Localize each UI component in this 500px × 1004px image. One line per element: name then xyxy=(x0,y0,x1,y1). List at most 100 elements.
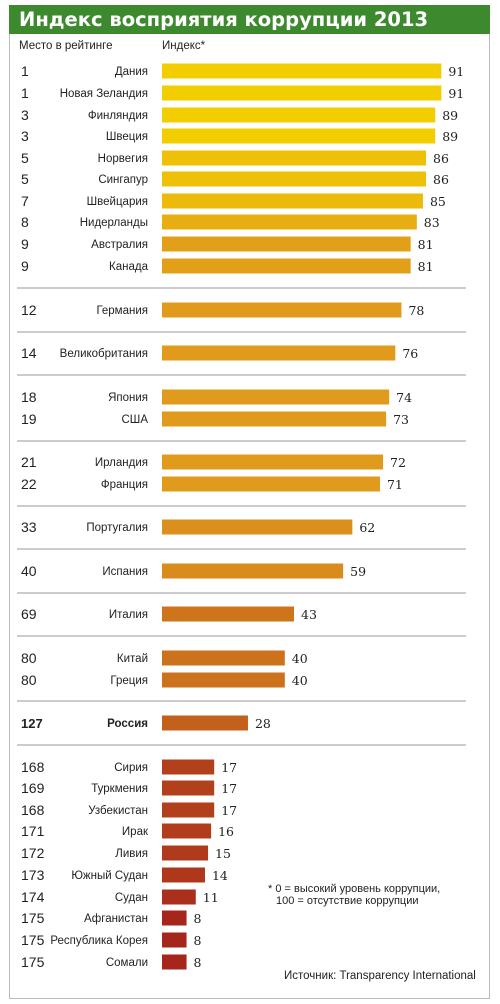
value-label: 15 xyxy=(215,846,231,861)
rank-label: 9 xyxy=(21,236,29,252)
rank-label: 1 xyxy=(21,63,29,79)
rank-label: 3 xyxy=(21,128,29,144)
value-label: 81 xyxy=(418,259,434,274)
value-label: 91 xyxy=(448,64,464,79)
country-label: Дания xyxy=(115,66,148,78)
bar xyxy=(162,759,215,775)
rank-label: 5 xyxy=(21,150,29,166)
value-label: 8 xyxy=(194,933,202,948)
frame-border-left xyxy=(9,34,10,999)
value-label: 40 xyxy=(292,673,308,688)
country-label: Финляндия xyxy=(88,110,148,122)
value-label: 72 xyxy=(390,455,406,470)
country-label: Австралия xyxy=(91,239,148,251)
value-label: 17 xyxy=(221,760,237,775)
footnote: * 0 = высокий уровень коррупции, 100 = о… xyxy=(268,883,440,907)
country-label: Китай xyxy=(117,653,148,665)
rank-label: 175 xyxy=(21,910,45,926)
country-label: Сингапур xyxy=(98,174,148,186)
rank-label: 169 xyxy=(21,780,45,796)
value-label: 8 xyxy=(194,911,202,926)
bar xyxy=(162,171,427,187)
value-label: 43 xyxy=(301,607,317,622)
bar xyxy=(162,389,390,405)
country-label: Канада xyxy=(109,261,149,273)
value-label: 40 xyxy=(292,651,308,666)
country-label: Сомали xyxy=(106,957,148,969)
value-label: 73 xyxy=(393,412,409,427)
value-label: 71 xyxy=(387,477,403,492)
bar xyxy=(162,258,411,274)
rank-label: 5 xyxy=(21,171,29,187)
rank-label: 174 xyxy=(21,889,45,905)
value-label: 83 xyxy=(424,215,440,230)
rank-label: 168 xyxy=(21,759,45,775)
country-label: Узбекистан xyxy=(88,805,148,817)
bar xyxy=(162,932,187,948)
bar xyxy=(162,85,442,101)
rank-label: 175 xyxy=(21,954,45,970)
value-label: 78 xyxy=(408,303,424,318)
rank-label: 172 xyxy=(21,845,45,861)
bar xyxy=(162,214,417,230)
chart-title: Индекс восприятия коррупции 2013 xyxy=(19,8,429,31)
bar xyxy=(162,715,248,731)
value-label: 11 xyxy=(203,890,219,905)
value-label: 85 xyxy=(430,194,446,209)
bar xyxy=(162,63,442,79)
value-label: 91 xyxy=(448,86,464,101)
value-label: 81 xyxy=(418,237,434,252)
value-label: 59 xyxy=(350,564,366,579)
bar xyxy=(162,954,187,970)
rank-label: 18 xyxy=(21,389,37,405)
frame-border-bottom xyxy=(9,998,490,999)
bar xyxy=(162,128,436,144)
country-label: Испания xyxy=(102,566,148,578)
value-label: 28 xyxy=(255,716,271,731)
rank-label: 168 xyxy=(21,802,45,818)
bar xyxy=(162,889,196,905)
country-label: Япония xyxy=(108,392,148,404)
value-label: 17 xyxy=(221,781,237,796)
country-label: Португалия xyxy=(86,522,148,534)
rank-label: 69 xyxy=(21,606,37,622)
country-label: Норвегия xyxy=(98,153,148,165)
bar xyxy=(162,780,215,796)
country-label: Италия xyxy=(109,609,148,621)
value-label: 14 xyxy=(212,868,228,883)
rank-label: 19 xyxy=(21,411,37,427)
bar xyxy=(162,519,353,535)
bar xyxy=(162,193,423,209)
bar xyxy=(162,345,396,361)
country-label: Афганистан xyxy=(84,913,148,925)
country-label: Южный Судан xyxy=(71,870,148,882)
bar xyxy=(162,672,285,688)
rank-label: 8 xyxy=(21,214,29,230)
country-label: Республика Корея xyxy=(50,935,148,947)
country-label: Нидерланды xyxy=(80,217,148,229)
rank-label: 9 xyxy=(21,258,29,274)
rank-label: 21 xyxy=(21,454,37,470)
country-label: Ливия xyxy=(115,848,148,860)
rank-label: 40 xyxy=(21,563,37,579)
rank-label: 171 xyxy=(21,823,45,839)
bar xyxy=(162,107,436,123)
country-label: Франция xyxy=(101,479,148,491)
bar xyxy=(162,236,411,252)
source-note: Источник: Transparency International xyxy=(284,970,476,982)
value-label: 8 xyxy=(194,955,202,970)
bar xyxy=(162,411,387,427)
bar xyxy=(162,823,212,839)
rank-label: 12 xyxy=(21,302,37,318)
bar xyxy=(162,150,427,166)
rank-column-header: Место в рейтинге xyxy=(19,40,113,52)
footnote-line-2: 100 = отсутствие коррупции xyxy=(276,895,419,907)
country-label: Ирак xyxy=(122,826,149,838)
title-bar: Индекс восприятия коррупции 2013 xyxy=(9,5,490,34)
rank-label: 14 xyxy=(21,345,37,361)
bar xyxy=(162,606,295,622)
rank-label: 1 xyxy=(21,85,29,101)
value-label: 17 xyxy=(221,803,237,818)
